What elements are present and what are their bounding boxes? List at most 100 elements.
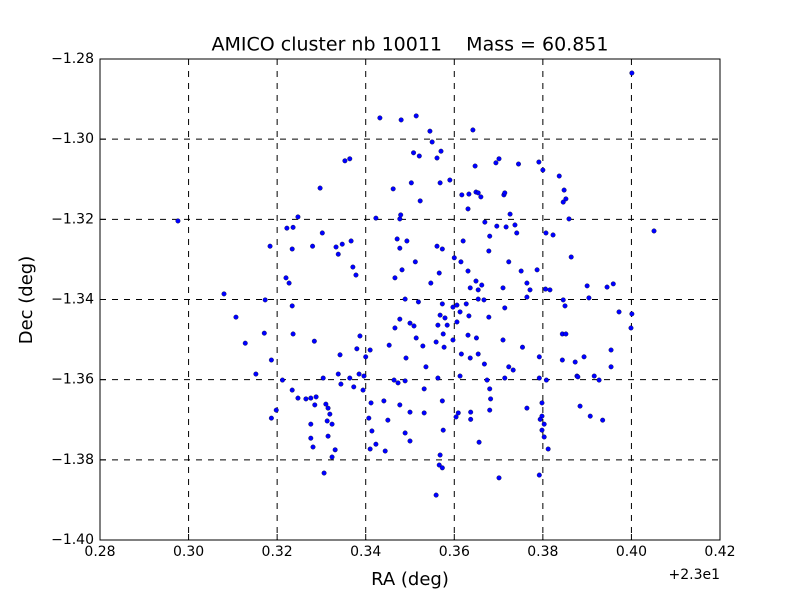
point (280, 377, 285, 383)
point (543, 230, 549, 236)
point (407, 409, 413, 415)
point (289, 387, 295, 393)
point (563, 196, 569, 202)
point (561, 187, 567, 193)
y-tick-label: −1.40 (51, 532, 94, 548)
point (454, 302, 460, 308)
point (536, 354, 542, 360)
point (267, 243, 273, 249)
point (357, 333, 363, 339)
point (512, 222, 518, 228)
point (450, 304, 456, 310)
point (433, 492, 439, 498)
point (367, 347, 373, 353)
point (335, 251, 341, 257)
point (527, 287, 533, 293)
point (587, 413, 593, 419)
y-axis-label: Dec (deg) (16, 256, 37, 345)
point (356, 371, 362, 377)
point (455, 410, 461, 416)
point (473, 278, 479, 284)
point (566, 216, 572, 222)
point (488, 396, 494, 402)
point (391, 377, 397, 383)
point (543, 377, 549, 383)
point (363, 354, 369, 360)
point (481, 297, 487, 303)
point (324, 418, 330, 424)
point (450, 337, 456, 343)
point (439, 465, 445, 471)
point (520, 344, 525, 350)
point (494, 223, 500, 229)
point (451, 255, 457, 261)
point (458, 351, 464, 357)
point (536, 472, 542, 478)
point (397, 245, 403, 251)
point (290, 224, 296, 230)
point (221, 291, 227, 297)
point (332, 447, 338, 453)
point (398, 117, 404, 123)
point (385, 417, 391, 423)
point (437, 180, 443, 186)
y-tick-label: −1.30 (51, 131, 94, 147)
point (398, 212, 404, 218)
plot-frame (99, 58, 721, 541)
point (411, 150, 416, 156)
point (541, 434, 547, 440)
point (367, 446, 373, 452)
point (463, 301, 469, 307)
point (394, 236, 400, 242)
x-tick-label: 0.30 (173, 544, 204, 560)
point (568, 254, 574, 260)
point (289, 303, 295, 309)
y-tick-label: −1.32 (51, 211, 94, 227)
point (438, 148, 444, 154)
point (439, 246, 445, 252)
point (415, 299, 421, 305)
point (313, 394, 319, 400)
point (390, 186, 396, 192)
x-tick-label: 0.34 (350, 544, 381, 560)
point (333, 244, 339, 250)
point (487, 233, 493, 239)
y-tick-label: −1.28 (51, 51, 94, 67)
point (534, 267, 540, 273)
point (347, 375, 353, 381)
point (397, 216, 403, 222)
point (348, 238, 354, 244)
point (283, 275, 289, 281)
point (408, 180, 414, 186)
point (440, 331, 446, 337)
point (435, 322, 441, 328)
point (560, 199, 566, 205)
point (395, 380, 401, 386)
point (423, 364, 429, 370)
point (402, 430, 408, 436)
point (310, 243, 316, 249)
point (325, 405, 331, 411)
point (295, 395, 301, 401)
x-tick-label: 0.40 (616, 544, 647, 560)
point (441, 344, 447, 350)
point (327, 411, 333, 417)
point (467, 355, 473, 361)
point (454, 319, 460, 325)
point (397, 316, 403, 322)
point (433, 339, 439, 345)
point (545, 446, 551, 452)
point (510, 367, 516, 373)
point (413, 335, 419, 341)
point (484, 377, 490, 383)
point (233, 314, 239, 320)
point (444, 322, 450, 328)
point (507, 211, 513, 217)
point (610, 281, 616, 287)
point (436, 270, 442, 276)
point (475, 190, 481, 196)
point (360, 387, 366, 393)
point (541, 421, 547, 427)
point (559, 357, 565, 363)
